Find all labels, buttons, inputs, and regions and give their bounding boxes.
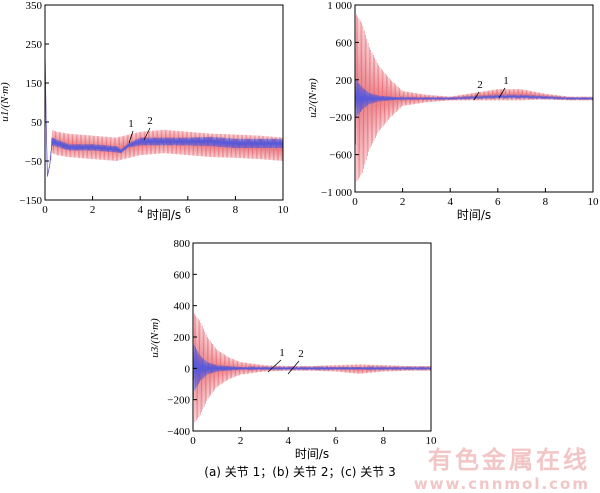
x-axis-label: 时间/s [147, 208, 181, 222]
y-axis-label: u2/(N·m) [307, 78, 319, 118]
y-tick-label: 150 [26, 78, 43, 90]
y-tick-label: 0 [185, 363, 191, 375]
y-tick-label: −200 [329, 112, 352, 124]
x-tick-label: 4 [285, 435, 291, 447]
figure-caption: (a) 关节 1；(b) 关节 2；(c) 关节 3 [204, 465, 396, 479]
x-tick-label: 2 [238, 435, 244, 447]
x-tick-label: 6 [495, 196, 501, 208]
x-axis-label: 时间/s [457, 208, 491, 222]
x-tick-label: 6 [185, 204, 191, 216]
x-tick-label: 6 [333, 435, 339, 447]
x-tick-label: 4 [447, 196, 453, 208]
annotation-leader [267, 359, 282, 373]
y-tick-label: −1 000 [321, 187, 352, 199]
plot-frame [354, 4, 594, 193]
y-tick-label: −600 [329, 150, 352, 162]
x-tick-label: 10 [588, 196, 600, 208]
y-tick-label: 250 [26, 39, 43, 51]
y-tick-label: 200 [336, 75, 353, 87]
x-tick-label: 8 [543, 196, 549, 208]
y-tick-label: 600 [174, 269, 191, 281]
annotation-label: 2 [477, 79, 483, 91]
y-tick-label: 200 [174, 332, 191, 344]
y-tick-label: −200 [167, 395, 190, 407]
series-1-line [45, 47, 283, 176]
x-tick-label: 8 [233, 204, 239, 216]
y-axis-label: u1/(N·m) [0, 82, 11, 122]
chart-panel-b: 0 2 4 6 8 10 1 000 600 200 −200 −600 −1 000 时间/s u2/(… [307, 0, 599, 222]
annotation-label: 1 [503, 75, 509, 87]
series-2-line [45, 47, 283, 177]
series-2-line [355, 79, 593, 117]
chart-panel-a: 0 2 4 6 8 10 350 250 150 50 −50 −150 时间/s u1/(N·m) 1 2 [0, 0, 289, 222]
annotation-label: 1 [128, 118, 134, 130]
y-tick-label: 400 [174, 301, 191, 313]
annotation-label: 1 [279, 347, 285, 359]
chart-panel-c: 0 2 4 6 8 10 800 600 400 200 0 −200 −400 时间/s u3/(N·m)… [149, 238, 437, 461]
series-2-line [193, 344, 431, 391]
y-tick-label: −150 [19, 195, 42, 207]
x-tick-label: 8 [381, 435, 387, 447]
annotation-leader [498, 87, 506, 99]
y-tick-label: −400 [167, 426, 190, 438]
y-tick-label: 50 [31, 117, 43, 129]
y-tick-label: 1 000 [327, 0, 352, 12]
y-axis-label: u3/(N·m) [149, 318, 161, 358]
y-tick-label: 600 [336, 37, 353, 49]
annotation-leader [128, 130, 134, 144]
x-tick-label: 2 [90, 204, 96, 216]
x-tick-label: 0 [42, 204, 48, 216]
annotation-label: 2 [147, 115, 153, 127]
x-tick-label: 0 [352, 196, 358, 208]
plot-frame [192, 242, 432, 432]
x-tick-label: 10 [426, 435, 438, 447]
y-tick-label: 800 [174, 238, 191, 250]
x-axis-label: 时间/s [295, 447, 329, 461]
x-tick-label: 2 [400, 196, 406, 208]
y-tick-label: 350 [26, 0, 43, 12]
annotation-label: 2 [298, 348, 304, 360]
annotation-leader [143, 127, 151, 141]
x-tick-label: 4 [137, 204, 143, 216]
plot-frame [44, 4, 284, 201]
x-tick-label: 10 [278, 204, 290, 216]
y-tick-label: −50 [25, 156, 43, 168]
annotation-leader [473, 91, 480, 101]
x-tick-label: 0 [190, 435, 196, 447]
annotation-leader [287, 360, 300, 375]
